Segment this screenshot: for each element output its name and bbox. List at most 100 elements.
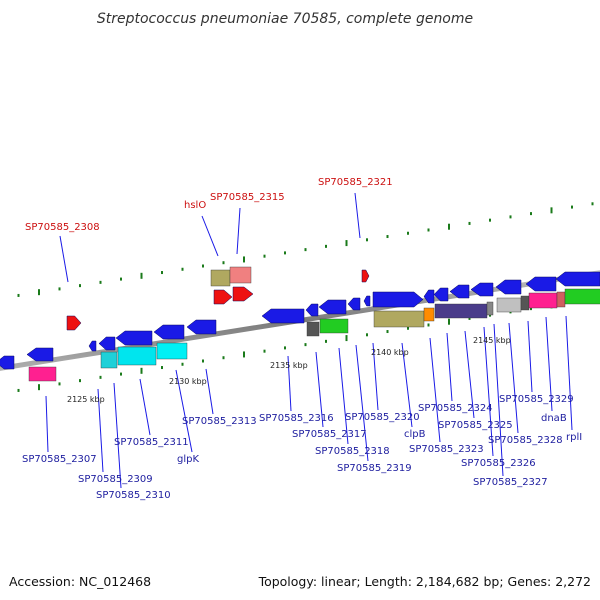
label-leader-line [565, 315, 573, 431]
label-leader-lines [45, 192, 573, 489]
rna-arrow [66, 315, 82, 331]
label-leader-line [97, 388, 104, 473]
cds-arrow [363, 295, 371, 307]
domain-box [210, 269, 231, 287]
cds-arrow [433, 287, 449, 302]
accession-text: Accession: NC_012468 [9, 574, 151, 589]
domain-box [556, 291, 566, 308]
label-leader-line [545, 316, 553, 412]
domain-box [528, 292, 558, 309]
rna-label: SP70585_2315 [210, 192, 285, 203]
label-leader-line [175, 369, 193, 453]
label-leader-line [355, 344, 369, 462]
cds-arrow [98, 336, 116, 351]
gene-label[interactable]: SP70585_2325 [438, 420, 513, 431]
gene-label[interactable]: SP70585_2328 [488, 435, 563, 446]
domain-box [434, 303, 488, 319]
label-leader-line [59, 235, 69, 283]
domain-box [156, 342, 188, 360]
label-leader-line [139, 378, 151, 436]
rna-label: hslO [184, 200, 206, 211]
cds-arrow [186, 319, 217, 335]
label-leader-line [527, 320, 533, 393]
label-leader-line [236, 207, 241, 255]
domain-box [520, 295, 530, 311]
gene-label[interactable]: dnaB [541, 413, 567, 424]
label-leader-line [508, 322, 519, 434]
domain-box [117, 346, 157, 366]
label-leader-line [446, 332, 453, 402]
cds-arrow [372, 291, 424, 308]
domain-box [373, 310, 425, 328]
gene-label[interactable]: SP70585_2324 [418, 403, 493, 414]
gene-label[interactable]: SP70585_2317 [292, 429, 367, 440]
cds-arrow [318, 299, 347, 315]
label-leader-line [315, 351, 324, 428]
scale-label: 2135 kbp [270, 361, 308, 370]
label-leader-line [401, 342, 413, 428]
gene-label[interactable]: SP70585_2320 [345, 412, 420, 423]
domain-box [319, 318, 349, 334]
gene-label[interactable]: SP70585_2326 [461, 458, 536, 469]
gene-label[interactable]: SP70585_2329 [499, 394, 574, 405]
cds-arrow [555, 271, 600, 287]
genome-summary-text: Topology: linear; Length: 2,184,682 bp; … [258, 574, 591, 589]
rna-arrow [232, 286, 254, 302]
gene-features [0, 266, 600, 382]
gene-label[interactable]: SP70585_2311 [114, 437, 189, 448]
label-leader-line [372, 342, 379, 411]
gene-label[interactable]: SP70585_2323 [409, 444, 484, 455]
label-leader-line [483, 326, 494, 457]
domain-box [100, 351, 118, 369]
gene-label[interactable]: SP70585_2309 [78, 474, 153, 485]
label-leader-line [45, 395, 49, 453]
cds-arrow [26, 347, 54, 362]
scale-label: 2140 kbp [371, 348, 409, 357]
gene-label[interactable]: SP70585_2319 [337, 463, 412, 474]
gene-label[interactable]: SP70585_2313 [182, 416, 257, 427]
rna-arrow [361, 269, 370, 283]
gene-label[interactable]: SP70585_2327 [473, 477, 548, 488]
domain-box [423, 307, 435, 322]
label-leader-line [201, 215, 219, 257]
label-leader-line [464, 330, 475, 419]
label-leader-line [493, 323, 504, 477]
cds-arrow [449, 284, 470, 299]
label-leader-line [354, 192, 361, 239]
rna-label: SP70585_2321 [318, 177, 393, 188]
scale-label: 2125 kbp [67, 395, 105, 404]
gene-label[interactable]: glpK [177, 454, 199, 465]
map-title: Streptococcus pneumoniae 70585, complete… [97, 11, 473, 27]
domain-box [496, 297, 522, 313]
label-leader-line [429, 337, 441, 443]
domain-box [306, 321, 320, 337]
gene-label[interactable]: SP70585_2318 [315, 446, 390, 457]
label-leader-line [113, 382, 122, 489]
cds-arrow [495, 279, 522, 295]
gene-label[interactable]: SP70585_2316 [259, 413, 334, 424]
cds-arrow [153, 324, 185, 340]
scale-label: 2130 kbp [169, 377, 207, 386]
track-ticks [17, 202, 594, 392]
label-leader-line [338, 347, 349, 445]
cds-arrow [0, 355, 15, 370]
cds-arrow [261, 308, 305, 324]
cds-arrow [423, 289, 435, 304]
rna-arrow [213, 289, 233, 305]
scale-label: 2145 kbp [473, 336, 511, 345]
label-leader-line [287, 355, 292, 412]
gene-label[interactable]: SP70585_2307 [22, 454, 97, 465]
cds-arrow [347, 297, 361, 311]
cds-arrow [88, 340, 97, 352]
domain-box [28, 366, 57, 382]
domain-box [486, 301, 494, 316]
cds-arrow [115, 330, 153, 346]
domain-box [564, 288, 600, 305]
gene-label[interactable]: clpB [404, 429, 426, 440]
cds-arrow [470, 282, 494, 297]
gene-label[interactable]: SP70585_2310 [96, 490, 171, 501]
gene-label[interactable]: rplI [566, 432, 582, 443]
label-leader-line [205, 368, 214, 415]
